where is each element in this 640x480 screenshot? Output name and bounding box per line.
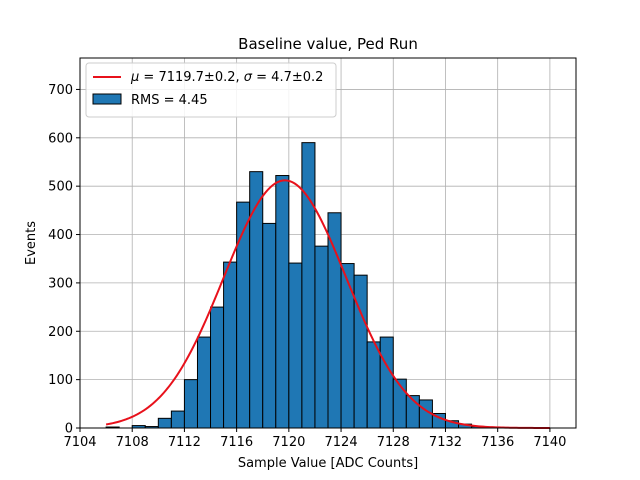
histogram-bar <box>223 261 238 429</box>
histogram-bar <box>275 175 290 429</box>
legend-mu-value: = 7119.7±0.2, <box>139 70 243 85</box>
legend-rms-patch-swatch <box>92 93 122 105</box>
legend-rms-label: RMS = 4.45 <box>131 93 208 108</box>
x-tick-label: 7108 <box>116 435 149 450</box>
x-tick-label: 7112 <box>168 435 201 450</box>
y-tick-label: 200 <box>48 325 73 340</box>
x-tick-label: 7132 <box>429 435 462 450</box>
chart-title: Baseline value, Ped Run <box>238 35 418 53</box>
legend-sigma-symbol: σ <box>244 70 253 85</box>
legend-sigma-value: = 4.7±0.2 <box>252 70 323 85</box>
histogram-bar <box>236 201 251 429</box>
histogram-bars <box>105 142 499 429</box>
y-tick-label: 500 <box>48 180 73 195</box>
y-tick-label: 0 <box>65 422 73 437</box>
x-tick-label: 7104 <box>63 435 96 450</box>
y-axis-ticks: 0 100 200 300 400 500 600 700 <box>48 83 80 437</box>
histogram-bar <box>366 341 381 429</box>
y-tick-label: 700 <box>48 83 73 98</box>
y-axis-label: Events <box>24 221 39 265</box>
histogram-bar <box>210 306 225 429</box>
x-tick-label: 7128 <box>377 435 410 450</box>
x-axis-label: Sample Value [ADC Counts] <box>238 456 418 471</box>
plot-frame <box>79 57 577 429</box>
histogram-bar <box>196 336 212 429</box>
fit-curve-group <box>105 179 550 429</box>
y-tick-label: 600 <box>48 131 73 146</box>
gaussian-fit-curve <box>105 179 550 429</box>
histogram-bar <box>183 379 198 429</box>
histogram-bar <box>314 245 329 429</box>
histogram-bar <box>157 417 172 429</box>
histogram-bar <box>340 263 355 429</box>
histogram-bar <box>249 171 264 429</box>
x-axis-ticks: 7104 7108 7112 7116 7120 7124 7128 7132 7136 7140 <box>63 428 566 450</box>
x-tick-label: 7120 <box>272 435 305 450</box>
legend-mu-symbol: μ <box>130 70 139 85</box>
y-tick-label: 100 <box>48 373 73 388</box>
histogram-bar <box>327 212 342 429</box>
x-tick-label: 7136 <box>481 435 514 450</box>
histogram-bar <box>353 274 368 429</box>
legend-fit-label: μ = 7119.7±0.2, σ = 4.7±0.2 <box>130 70 323 85</box>
legend: μ = 7119.7±0.2, σ = 4.7±0.2 RMS = 4.45 <box>85 62 337 118</box>
histogram-bar <box>262 222 277 429</box>
x-tick-label: 7116 <box>220 435 253 450</box>
histogram-bar <box>288 262 303 429</box>
histogram-bar <box>170 410 185 429</box>
legend-box <box>85 62 337 118</box>
y-tick-label: 400 <box>48 228 73 243</box>
y-tick-label: 300 <box>48 276 73 291</box>
x-tick-label: 7140 <box>533 435 566 450</box>
histogram-bar <box>301 142 316 429</box>
x-tick-label: 7124 <box>325 435 358 450</box>
histogram-bar <box>379 336 394 429</box>
